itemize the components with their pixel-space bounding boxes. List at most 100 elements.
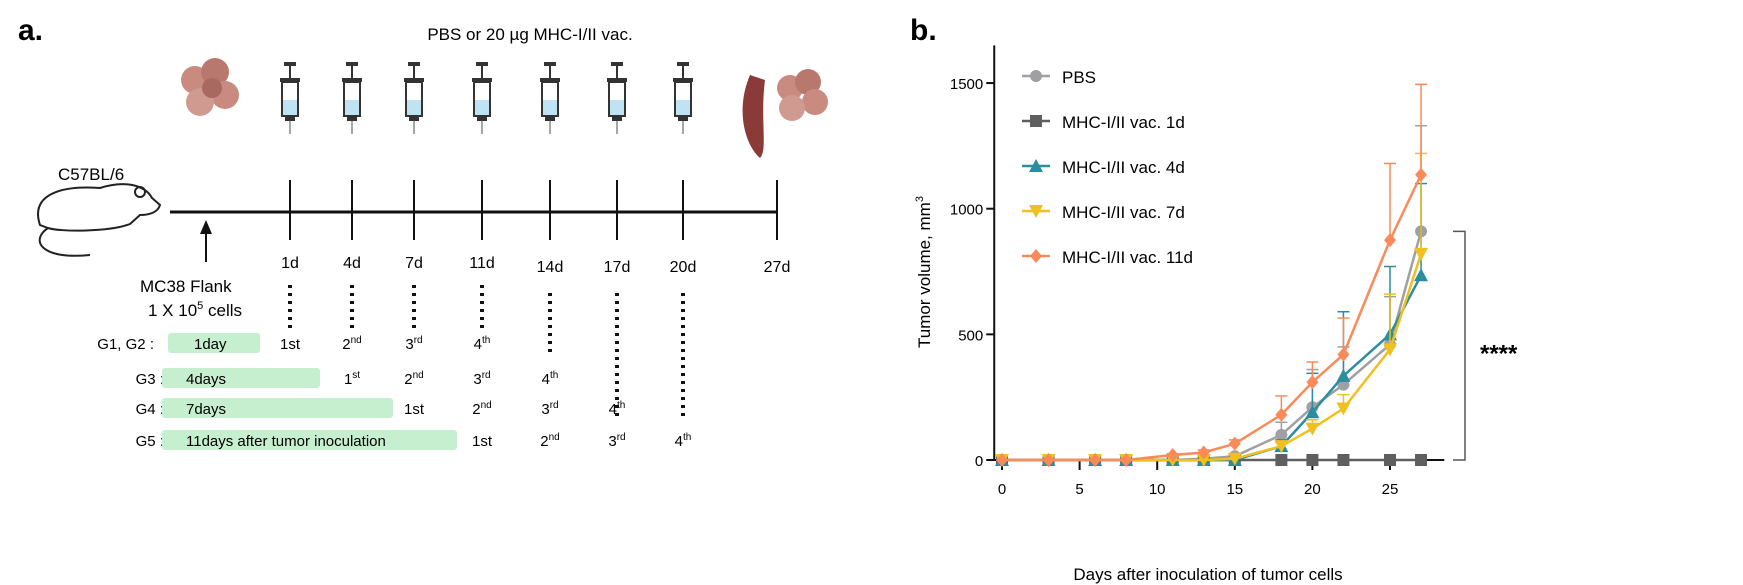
timepoint-label: 4d <box>343 255 361 272</box>
data-point <box>1120 453 1133 467</box>
syringe-icon <box>404 62 424 134</box>
timepoint-label: 27d <box>764 259 791 276</box>
series-line <box>1002 274 1423 462</box>
data-point <box>1042 453 1055 467</box>
y-tick-label: 0 <box>975 453 983 470</box>
timepoint-label: 7d <box>405 255 423 272</box>
data-point <box>1306 375 1319 390</box>
syringe-rod <box>289 66 291 78</box>
delay-box <box>162 430 457 450</box>
dose-label: 4th <box>609 400 626 418</box>
group-name: G4 : <box>136 401 164 418</box>
syringe-rod <box>549 66 551 78</box>
syringe-plunger <box>284 62 296 66</box>
dose-label: 3rd <box>541 400 558 418</box>
data-point <box>1029 205 1043 218</box>
dose-label: 2nd <box>540 432 559 450</box>
series-3 <box>995 152 1429 467</box>
legend-label: MHC-I/II vac. 11d <box>1062 248 1193 267</box>
data-point <box>1305 405 1320 419</box>
series-0 <box>996 125 1428 466</box>
syringe-fluid <box>543 100 557 115</box>
delay-label: 11days after tumor inoculation <box>186 433 386 450</box>
treatment-title: PBS or 20 µg MHC-I/II vac. <box>427 25 632 44</box>
timepoint-label: 17d <box>604 259 631 276</box>
syringe-flange <box>404 78 424 82</box>
delay-box <box>162 368 320 388</box>
x-tick-label: 5 <box>1075 481 1083 498</box>
syringe-rod <box>413 66 415 78</box>
timepoint-label: 1d <box>281 255 299 272</box>
x-tick-label: 25 <box>1382 481 1399 498</box>
series-4 <box>996 83 1428 467</box>
dose-label: 2nd <box>342 335 361 353</box>
x-tick-label: 15 <box>1226 481 1243 498</box>
syringe-flange <box>673 78 693 82</box>
syringe-flange <box>280 78 300 82</box>
inoculation-line1: MC38 Flank <box>140 277 232 296</box>
arrow-head-icon <box>200 220 212 234</box>
series-line <box>1002 174 1423 462</box>
series-2 <box>995 182 1429 466</box>
syringe-hub <box>409 116 419 121</box>
series-line <box>1002 253 1423 462</box>
delay-box <box>168 333 260 353</box>
syringe-icon <box>540 62 560 134</box>
syringe-plunger <box>346 62 358 66</box>
y-axis-label: Tumor volume, mm3 <box>914 196 934 348</box>
group-name: G1, G2 : <box>97 336 154 353</box>
syringe-icon <box>342 62 362 134</box>
syringe-rod <box>351 66 353 78</box>
dose-label: 2nd <box>404 370 423 388</box>
syringe-fluid <box>283 100 297 115</box>
panel-a-diagram: a. PBS or 20 µg MHC-I/II vac. C57BL/6 MC… <box>18 14 828 450</box>
dose-label: 4th <box>474 335 491 353</box>
panel-a-label: a. <box>18 14 43 47</box>
dose-label: 4th <box>675 432 692 450</box>
mouse-strain: C57BL/6 <box>58 165 124 184</box>
data-point <box>1414 247 1429 261</box>
legend-label: PBS <box>1062 68 1096 87</box>
data-point <box>1336 402 1351 416</box>
syringe-hub <box>612 116 622 121</box>
timepoint-label: 20d <box>670 259 697 276</box>
timepoint-label: 14d <box>537 259 564 276</box>
x-tick-label: 10 <box>1149 481 1166 498</box>
panel-b-label: b. <box>910 14 937 47</box>
group-name: G5 : <box>136 433 164 450</box>
inoculation-line2: 1 X 105 cells <box>148 300 242 320</box>
group-name: G3 : <box>136 371 164 388</box>
syringe-hub <box>678 116 688 121</box>
syringe-rod <box>481 66 483 78</box>
delay-label: 7days <box>186 401 226 418</box>
syringe-icon <box>607 62 627 134</box>
syringe-fluid <box>407 100 421 115</box>
data-point <box>1305 422 1320 436</box>
legend-label: MHC-I/II vac. 4d <box>1062 158 1185 177</box>
data-point <box>1030 70 1042 82</box>
data-point <box>1415 454 1428 466</box>
tumor-icon <box>181 58 239 116</box>
data-point <box>1030 115 1042 127</box>
syringe-plunger <box>476 62 488 66</box>
syringe-fluid <box>475 100 489 115</box>
syringe-flange <box>342 78 362 82</box>
syringe-fluid <box>610 100 624 115</box>
data-point <box>1275 454 1288 466</box>
syringe-flange <box>472 78 492 82</box>
syringe-hub <box>477 116 487 121</box>
y-tick-label: 1500 <box>950 76 983 93</box>
data-point <box>1337 347 1350 362</box>
syringe-hub <box>285 116 295 121</box>
dose-label: 3rd <box>608 432 625 450</box>
data-point <box>996 453 1008 467</box>
syringe-hub <box>545 116 555 121</box>
data-point <box>1383 343 1397 357</box>
data-point <box>1196 454 1211 467</box>
data-point <box>1197 445 1210 460</box>
data-point <box>1030 249 1042 263</box>
dose-label: 3rd <box>473 370 490 388</box>
data-point <box>1089 453 1102 467</box>
data-point <box>1228 436 1241 451</box>
syringe-rod <box>616 66 618 78</box>
